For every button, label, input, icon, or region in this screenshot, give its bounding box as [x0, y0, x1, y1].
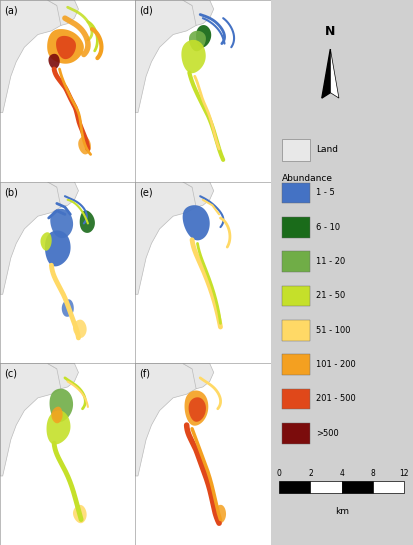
Polygon shape [183, 364, 214, 389]
Polygon shape [0, 181, 65, 294]
Bar [282, 251, 311, 272]
Bar [282, 139, 311, 161]
Bar [342, 481, 373, 493]
Bar [311, 481, 342, 493]
Text: Land: Land [316, 146, 338, 154]
Text: km: km [335, 507, 349, 516]
Polygon shape [40, 232, 52, 251]
Polygon shape [135, 0, 200, 113]
Text: 6 - 10: 6 - 10 [316, 223, 340, 232]
Polygon shape [47, 364, 78, 389]
Polygon shape [50, 209, 73, 238]
Polygon shape [196, 25, 211, 47]
Text: Abundance: Abundance [282, 174, 333, 184]
Bar [282, 423, 311, 444]
Polygon shape [62, 299, 74, 317]
Polygon shape [73, 505, 87, 523]
Polygon shape [48, 54, 60, 69]
Polygon shape [47, 410, 71, 445]
Text: (b): (b) [4, 187, 18, 197]
Bar [282, 183, 311, 203]
Polygon shape [183, 0, 214, 26]
Polygon shape [78, 136, 91, 154]
Text: 0: 0 [277, 469, 282, 478]
Polygon shape [80, 210, 95, 233]
Polygon shape [135, 364, 200, 476]
Polygon shape [135, 181, 200, 294]
Text: 1 - 5: 1 - 5 [316, 189, 335, 197]
Polygon shape [47, 29, 84, 64]
Text: 51 - 100: 51 - 100 [316, 326, 351, 335]
Text: 101 - 200: 101 - 200 [316, 360, 356, 369]
Polygon shape [185, 390, 208, 426]
Polygon shape [183, 181, 214, 207]
Polygon shape [50, 389, 73, 422]
Bar [282, 217, 311, 238]
Polygon shape [189, 31, 206, 51]
Polygon shape [45, 231, 71, 267]
Text: N: N [325, 25, 335, 38]
Polygon shape [0, 0, 65, 113]
Polygon shape [51, 407, 63, 423]
Polygon shape [56, 36, 76, 59]
Bar [282, 354, 311, 375]
Text: 201 - 500: 201 - 500 [316, 395, 356, 403]
Polygon shape [322, 49, 330, 98]
Bar [279, 481, 311, 493]
Text: 21 - 50: 21 - 50 [316, 292, 345, 300]
Bar [373, 481, 404, 493]
Text: 11 - 20: 11 - 20 [316, 257, 345, 266]
Polygon shape [330, 49, 339, 98]
Text: (f): (f) [139, 369, 150, 379]
Text: >500: >500 [316, 429, 339, 438]
Text: 4: 4 [339, 469, 344, 478]
Text: (c): (c) [4, 369, 17, 379]
Text: 8: 8 [371, 469, 375, 478]
Text: (e): (e) [139, 187, 153, 197]
Text: 12: 12 [400, 469, 409, 478]
Polygon shape [214, 505, 226, 523]
Polygon shape [0, 364, 65, 476]
Polygon shape [181, 40, 206, 73]
Bar [282, 320, 311, 341]
Polygon shape [47, 181, 78, 207]
Text: (d): (d) [139, 5, 153, 15]
Polygon shape [183, 205, 210, 240]
Text: 2: 2 [308, 469, 313, 478]
Bar [282, 286, 311, 306]
Polygon shape [189, 397, 206, 422]
Bar [282, 389, 311, 409]
Text: (a): (a) [4, 5, 18, 15]
Polygon shape [73, 319, 87, 338]
Polygon shape [47, 0, 78, 26]
